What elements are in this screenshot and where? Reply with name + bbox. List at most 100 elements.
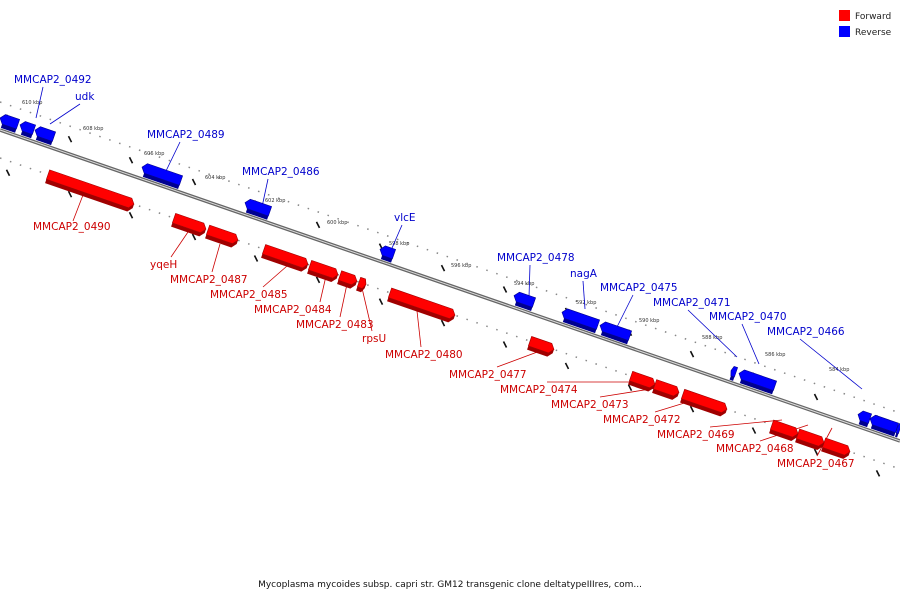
- leader-line: [72, 194, 84, 222]
- gene-label[interactable]: MMCAP2_0474: [500, 384, 578, 396]
- gene-label[interactable]: MMCAP2_0487: [170, 274, 248, 286]
- gene-vlcE[interactable]: [377, 245, 397, 263]
- gene-MMCAP2_0492[interactable]: [17, 120, 37, 139]
- gene-label[interactable]: yqeH: [150, 259, 177, 271]
- gene-shadow: [337, 280, 358, 289]
- gene-shadow: [739, 379, 776, 395]
- gene-MMCAP2_0475[interactable]: [597, 321, 633, 345]
- gene-label[interactable]: MMCAP2_0471: [653, 297, 731, 309]
- gene-MMCAP2_0472[interactable]: [680, 388, 729, 417]
- gene-MMCAP2_0486[interactable]: [242, 198, 273, 220]
- gene-shadow: [894, 429, 900, 438]
- gene-MMCAP2_0483[interactable]: [337, 270, 359, 290]
- gene-label[interactable]: MMCAP2_0483: [296, 319, 374, 331]
- gene-nagA[interactable]: [559, 307, 601, 334]
- gene-MMCAP2_0466[interactable]: [867, 414, 900, 437]
- gene-label[interactable]: udk: [75, 91, 95, 103]
- gene-MMCAP2_0492-a[interactable]: [0, 113, 21, 133]
- gene-MMCAP2_0471[interactable]: [728, 366, 739, 381]
- gene-MMCAP2_0480[interactable]: [387, 287, 457, 324]
- gene-label[interactable]: MMCAP2_0470: [709, 311, 787, 323]
- gene-label[interactable]: MMCAP2_0466: [767, 326, 845, 338]
- legend-forward-label: Forward: [855, 12, 891, 22]
- gene-label[interactable]: MMCAP2_0475: [600, 282, 678, 294]
- gene-MMCAP2_0474[interactable]: [628, 370, 657, 393]
- gene-body: [730, 366, 739, 378]
- gene-MMCAP2_0470[interactable]: [736, 369, 778, 395]
- gene-MMCAP2_0473[interactable]: [652, 379, 681, 402]
- gene-udk[interactable]: [32, 125, 57, 146]
- gene-label[interactable]: MMCAP2_0467: [777, 458, 855, 470]
- gene-label[interactable]: MMCAP2_0484: [254, 304, 332, 316]
- leader-line: [261, 178, 269, 208]
- gene-label[interactable]: rpsU: [362, 333, 386, 345]
- scale-tick: [67, 135, 73, 143]
- gene-shadow: [680, 398, 728, 417]
- gene-body: [821, 437, 851, 456]
- scale-tick-label: 594 kbp: [514, 281, 534, 287]
- gene-label[interactable]: MMCAP2_0489: [147, 129, 225, 141]
- gene-label[interactable]: MMCAP2_0492: [14, 74, 92, 86]
- gene-body: [738, 369, 778, 391]
- gene-MMCAP2_0485[interactable]: [261, 244, 310, 273]
- gene-label[interactable]: MMCAP2_0477: [449, 369, 527, 381]
- leader-line: [49, 103, 81, 125]
- gene-label[interactable]: MMCAP2_0485: [210, 289, 288, 301]
- gene-MMCAP2_0487[interactable]: [205, 224, 240, 249]
- gene-body: [795, 428, 825, 447]
- gene-MMCAP2_0489[interactable]: [139, 162, 184, 190]
- leader-line: [170, 231, 189, 258]
- scale-tick: [751, 427, 757, 434]
- legend: Forward Reverse: [839, 10, 892, 38]
- gene-yqeH[interactable]: [171, 213, 208, 237]
- gene-body: [895, 423, 900, 435]
- scale-tick: [689, 405, 695, 413]
- gene-label[interactable]: MMCAP2_0478: [497, 252, 575, 264]
- gene-body: [561, 308, 601, 330]
- gene-MMCAP2_0466-b[interactable]: [894, 423, 900, 438]
- gene-label[interactable]: MMCAP2_0472: [603, 414, 681, 426]
- gene-body: [680, 388, 728, 413]
- scale-tick: [315, 221, 321, 229]
- gene-rpsU[interactable]: [356, 276, 368, 293]
- scale-tick-labels: 610 kbp 608 kbp 606 kbp 604 kbp 602 kbp 600 k…: [22, 100, 849, 373]
- gene-MMCAP2_0490[interactable]: [45, 169, 136, 213]
- gene-label[interactable]: MMCAP2_0480: [385, 349, 463, 361]
- gene-MMCAP2_0484[interactable]: [307, 260, 340, 283]
- gene-MMCAP2_0467[interactable]: [821, 437, 852, 460]
- gene-shadow: [600, 331, 631, 345]
- gene-body: [869, 414, 900, 434]
- leader-line: [165, 141, 181, 172]
- gene-body: [261, 244, 309, 269]
- gene-shadow: [387, 297, 455, 323]
- gene-MMCAP2_0468[interactable]: [795, 428, 826, 451]
- scale-tick: [813, 448, 819, 456]
- scale-tick: [253, 255, 259, 262]
- leader-line: [35, 86, 44, 119]
- gene-MMCAP2_0478[interactable]: [511, 291, 537, 312]
- scale-tick-label: 602 kbp: [265, 198, 285, 204]
- gene-label[interactable]: MMCAP2_0469: [657, 429, 735, 441]
- gene-label[interactable]: MMCAP2_0490: [33, 221, 111, 233]
- gene-label[interactable]: nagA: [570, 268, 598, 280]
- gene-body: [307, 260, 339, 279]
- gene-shadow: [45, 179, 135, 212]
- gene-body: [141, 163, 184, 186]
- gene-MMCAP2_0469[interactable]: [769, 419, 800, 442]
- gene-shadow: [628, 380, 655, 392]
- gene-MMCAP2_0466-a[interactable]: [855, 410, 873, 428]
- gene-MMCAP2_0477[interactable]: [527, 336, 556, 358]
- leader-line: [319, 275, 327, 303]
- gene-label[interactable]: MMCAP2_0473: [551, 399, 629, 411]
- gene-label[interactable]: MMCAP2_0468: [716, 443, 794, 455]
- scale-tick-label: 584 kbp: [829, 367, 849, 373]
- leader-line: [416, 310, 422, 348]
- gene-label[interactable]: vlcE: [394, 212, 416, 224]
- gene-body: [769, 419, 799, 438]
- gene-shadow: [171, 222, 206, 237]
- gene-body: [857, 410, 873, 424]
- leader-line: [262, 265, 288, 288]
- scale-tick-label: 586 kbp: [765, 352, 785, 358]
- gene-label[interactable]: MMCAP2_0486: [242, 166, 320, 178]
